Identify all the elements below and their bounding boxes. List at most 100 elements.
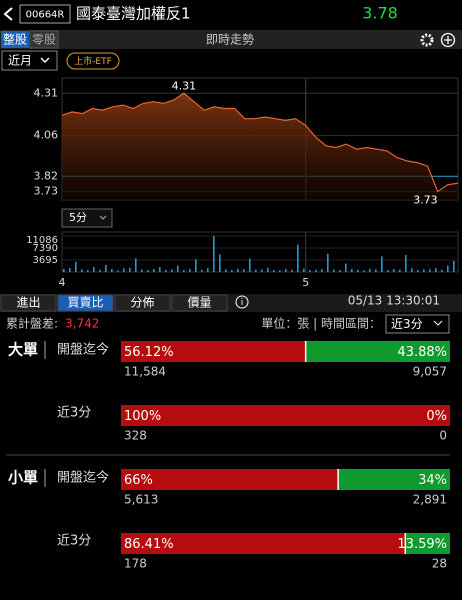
add-icon-plus: [444, 36, 452, 44]
y-tick-label: 7390: [33, 243, 58, 254]
volume-bar: [165, 269, 167, 272]
detail-tab[interactable]: [0, 294, 57, 312]
sell-pct: 13.59%: [397, 537, 447, 552]
volume-bar: [339, 270, 341, 272]
x-tick-label: 5: [302, 276, 309, 289]
tab-selected[interactable]: [1, 31, 29, 48]
volume-bar: [297, 244, 299, 272]
buy-count: 11,584: [124, 365, 166, 379]
volume-bar: [399, 269, 401, 272]
buy-count: 178: [124, 557, 147, 571]
toolbar: [0, 30, 462, 49]
period-dropdown[interactable]: [1, 50, 58, 71]
buy-bar: [121, 469, 339, 490]
volume-bar: [357, 269, 359, 272]
buy-bar: [121, 405, 450, 426]
y-tick-label: 11086: [26, 235, 58, 246]
add-icon[interactable]: [440, 32, 456, 48]
volume-bar: [333, 269, 335, 272]
volume-bar: [279, 270, 281, 272]
tab-bg[interactable]: [29, 30, 59, 49]
volume-bar: [111, 269, 113, 272]
volume-bar: [81, 269, 83, 272]
buy-count: 5,613: [124, 493, 158, 507]
chevron: [99, 215, 107, 220]
detail-tab-label[interactable]: 進出: [16, 296, 40, 310]
buy-pct: 86.41%: [124, 537, 174, 552]
volume-bar: [69, 268, 71, 272]
info-icon[interactable]: [235, 295, 249, 309]
volume-bar: [369, 268, 371, 272]
volume-bar: [429, 269, 431, 272]
group-label: 大單: [8, 341, 38, 359]
volume-bar: [105, 264, 107, 272]
interval: 5分: [69, 211, 87, 224]
volume-bar: [201, 269, 203, 272]
info-i: i: [241, 298, 244, 308]
x-tick-label: 4: [59, 276, 66, 289]
buy-count: 328: [124, 429, 147, 443]
detail-tab[interactable]: [57, 294, 114, 312]
volume-bar: [63, 269, 65, 272]
volume-bar: [321, 269, 323, 272]
volume-bar: [123, 268, 125, 272]
tab[interactable]: 零股: [32, 33, 56, 47]
settings-icon[interactable]: [420, 33, 434, 47]
detail-tab-label[interactable]: 價量: [187, 296, 211, 310]
volume-bar: [153, 269, 155, 272]
volume-bar: [363, 270, 365, 272]
volume-bar: [183, 270, 185, 272]
interval-dropdown[interactable]: [61, 208, 113, 228]
volume-bar: [147, 270, 149, 272]
volume-bar: [351, 269, 353, 272]
row-label: 近3分: [57, 534, 91, 549]
detail-tab[interactable]: [171, 294, 228, 312]
detail-tab-label[interactable]: 買賣比: [67, 295, 103, 310]
volume-bar: [261, 269, 263, 272]
volume-bar: [267, 267, 269, 272]
stock-code: 00664R: [26, 10, 65, 21]
diff-label: 累計盤差:: [6, 316, 58, 331]
sell-bar: [305, 341, 450, 362]
volume-bar: [381, 256, 383, 272]
y-tick-label: 4.31: [34, 86, 59, 99]
code-box[interactable]: [19, 4, 71, 24]
price-line: [61, 92, 459, 193]
volume-bar: [141, 269, 143, 272]
volume-bar: [453, 260, 455, 272]
volume-frame: [61, 231, 459, 273]
sell-pct: 43.88%: [397, 345, 447, 360]
volume-bar: [423, 269, 425, 272]
tab[interactable]: 整股: [3, 32, 27, 47]
low-label: 3.73: [413, 194, 438, 207]
detail-tab[interactable]: [114, 294, 171, 312]
sell-bar: [338, 469, 450, 490]
volume-bar: [393, 269, 395, 272]
volume-bar: [303, 268, 305, 272]
detail-tab-label[interactable]: 分佈: [130, 295, 154, 310]
volume-bar: [417, 270, 419, 272]
chevron: [40, 57, 50, 63]
sell-pct: 34%: [418, 473, 447, 488]
market: 上市-ETF: [74, 55, 112, 67]
volume-bar: [411, 268, 413, 272]
range: 近3分: [391, 317, 423, 331]
volume-bar: [441, 269, 443, 272]
range-dropdown[interactable]: [385, 314, 450, 334]
volume-bar: [189, 269, 191, 272]
sell-pct: 0%: [426, 409, 447, 424]
volume-bar: [159, 267, 161, 272]
row-label: 近3分: [57, 406, 91, 421]
group-label: 小單: [8, 469, 38, 487]
volume-bar: [87, 270, 89, 272]
period: 近月: [8, 54, 32, 68]
volume-bar: [93, 267, 95, 272]
volume-bar: [255, 269, 257, 272]
volume-bar: [231, 270, 233, 272]
row-label: 開盤迄今: [57, 470, 109, 486]
volume-bar: [447, 265, 449, 272]
volume-bar: [285, 269, 287, 272]
back-button[interactable]: [3, 7, 13, 21]
market-badge: [66, 52, 120, 70]
